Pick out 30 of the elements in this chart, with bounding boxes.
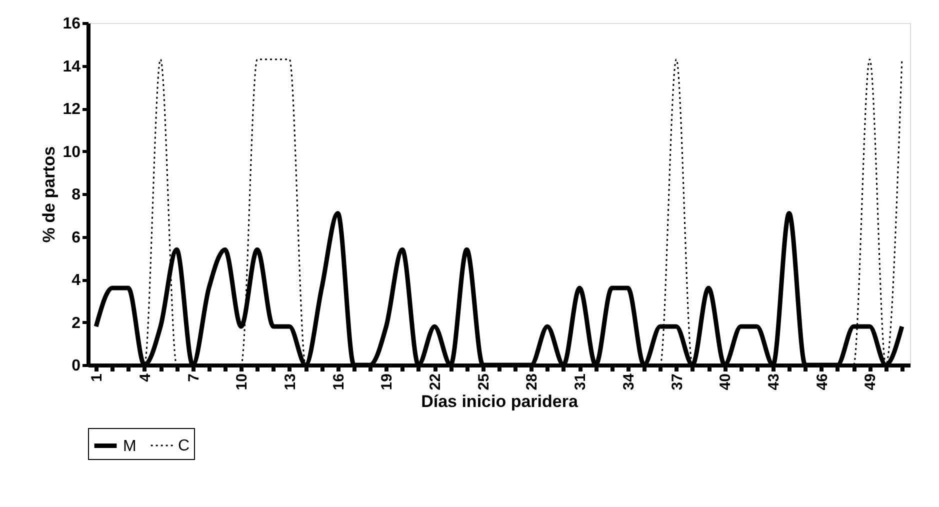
y-tick-label: 16 [62, 16, 81, 32]
x-tick-label: 40 [717, 374, 734, 390]
x-tick-label: 37 [668, 374, 686, 390]
legend-label: M [123, 438, 136, 455]
x-tick-label: 19 [378, 374, 396, 390]
y-tick-label: 0 [72, 358, 81, 374]
y-tick-label: 4 [72, 272, 81, 289]
y-tick-label: 6 [72, 229, 81, 246]
x-tick-label: 10 [234, 374, 251, 390]
x-tick-label: 25 [475, 374, 492, 390]
y-tick-label: 2 [72, 314, 81, 332]
x-axis-title: Días inicio paridera [421, 392, 578, 412]
x-tick-label: 31 [572, 374, 590, 390]
x-tick-label: 22 [427, 374, 444, 390]
x-tick-label: 46 [814, 374, 831, 390]
x-tick-label: 49 [862, 374, 880, 390]
x-tick-label: 43 [766, 374, 782, 390]
y-tick-label: 10 [62, 144, 81, 161]
y-tick-label: 12 [62, 101, 81, 118]
x-tick-label: 13 [282, 374, 299, 390]
y-axis-title: % de partos [40, 146, 59, 243]
legend-label: C [178, 438, 190, 454]
x-tick-label: 7 [185, 374, 202, 382]
x-tick-label: 16 [330, 374, 348, 390]
y-tick-label: 8 [72, 186, 81, 204]
x-tick-label: 34 [620, 372, 638, 390]
x-tick-label: 28 [524, 374, 541, 390]
y-tick-label: 14 [62, 58, 81, 76]
x-tick-label: 4 [136, 372, 154, 382]
x-tick-label: 1 [88, 374, 106, 382]
